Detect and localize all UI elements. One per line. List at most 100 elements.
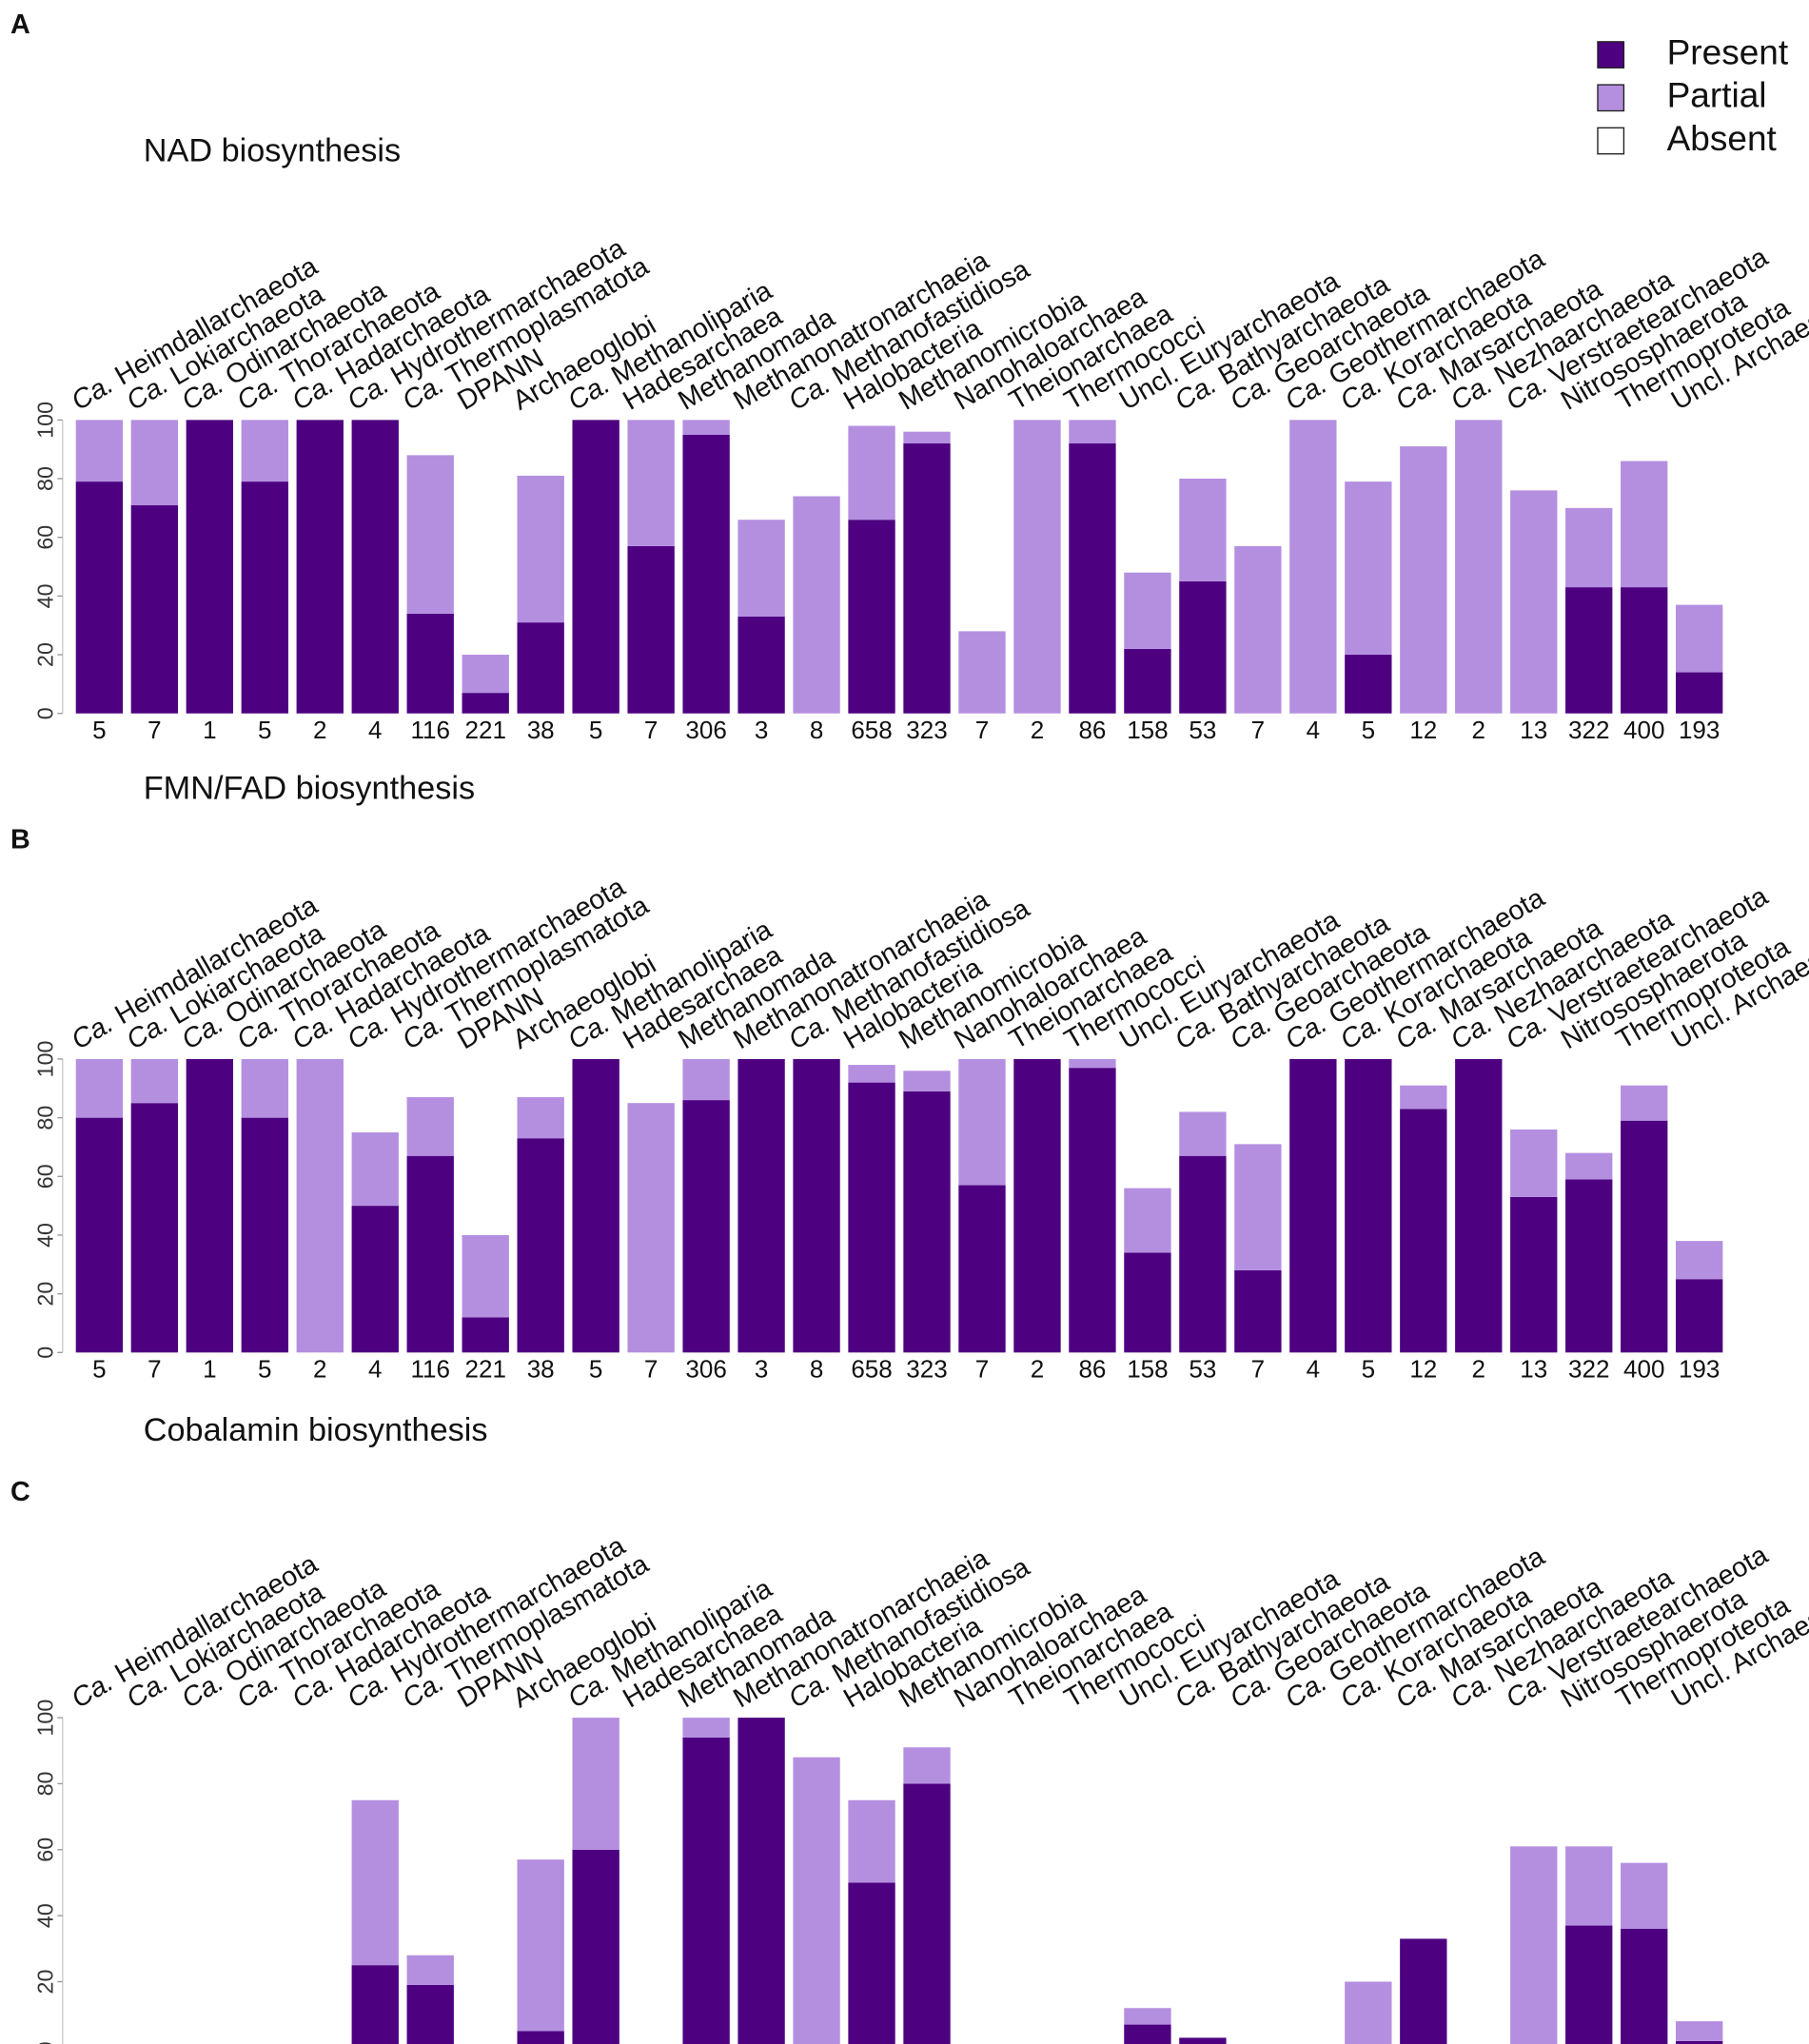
- y-tick-label: 60: [32, 1164, 57, 1189]
- count-label: 38: [527, 1354, 555, 1383]
- bar-segment: [1621, 1120, 1668, 1353]
- count-label: 221: [464, 716, 505, 744]
- y-tick-label: 100: [32, 1700, 57, 1737]
- bar-segment: [1455, 1058, 1503, 1353]
- bar-segment: [1069, 1068, 1116, 1353]
- bar-segment: [1400, 1109, 1447, 1353]
- y-tick-label: 40: [32, 1903, 57, 1928]
- count-label: 322: [1568, 1354, 1609, 1383]
- bar-segment: [627, 545, 675, 714]
- bar-segment: [1621, 1929, 1668, 2044]
- bar-segment: [1124, 572, 1171, 649]
- bar-segment: [1455, 420, 1503, 714]
- bar-segment: [1676, 2040, 1723, 2044]
- panel-label: B: [10, 825, 30, 855]
- count-label: 400: [1623, 1354, 1664, 1383]
- bar-segment: [848, 1082, 895, 1353]
- bar-segment: [130, 504, 179, 714]
- bar-segment: [793, 496, 840, 714]
- count-label: 5: [1362, 1354, 1375, 1383]
- count-label: 306: [685, 716, 726, 744]
- count-label: 1: [203, 1354, 216, 1383]
- y-tick-label: 80: [32, 1106, 57, 1130]
- count-label: 400: [1623, 716, 1664, 744]
- bar-segment: [1124, 648, 1171, 714]
- count-label: 5: [258, 1354, 271, 1383]
- bar-segment: [1400, 446, 1447, 714]
- bar-segment: [517, 2031, 564, 2044]
- count-label: 38: [527, 716, 555, 744]
- bar-segment: [793, 1058, 840, 1353]
- bar-segment: [517, 1859, 564, 2032]
- legend-label: Present: [1667, 32, 1789, 71]
- bar-segment: [737, 1058, 785, 1353]
- bar-segment: [296, 420, 344, 714]
- bar-segment: [351, 1206, 399, 1353]
- bar-segment: [130, 420, 179, 505]
- count-label: 158: [1127, 1354, 1168, 1383]
- bar-segment: [1124, 1188, 1171, 1253]
- bar-segment: [1179, 1155, 1227, 1353]
- bar-segment: [1676, 1279, 1723, 1353]
- bar-segment: [1124, 1252, 1171, 1353]
- bar-segment: [1069, 420, 1116, 444]
- bar-segment: [572, 1718, 619, 1850]
- bar-segment: [572, 420, 619, 714]
- y-tick-label: 100: [32, 1040, 57, 1077]
- count-label: 3: [755, 1354, 768, 1383]
- legend-label: Absent: [1667, 119, 1778, 158]
- bar-segment: [627, 420, 675, 546]
- bar-segment: [682, 1058, 730, 1101]
- count-label: 116: [410, 716, 450, 744]
- y-tick-label: 0: [32, 1346, 57, 1359]
- bar-segment: [462, 1317, 509, 1353]
- bar-segment: [186, 420, 233, 714]
- bar-segment: [627, 1103, 675, 1353]
- bar-segment: [903, 1783, 951, 2044]
- count-label: 323: [906, 716, 947, 744]
- chart-title: FMN/FAD biosynthesis: [144, 771, 475, 807]
- count-label: 7: [147, 1354, 161, 1383]
- count-label: 13: [1520, 716, 1547, 744]
- bar-segment: [1621, 461, 1668, 588]
- bar-segment: [737, 616, 785, 714]
- count-label: 193: [1679, 716, 1720, 744]
- bar-segment: [1345, 1058, 1392, 1353]
- bar-segment: [1510, 1129, 1558, 1197]
- bar-segment: [1565, 587, 1613, 714]
- legend-swatch: [1597, 41, 1625, 69]
- bar-segment: [351, 1799, 399, 1966]
- bar-segment: [351, 1965, 399, 2044]
- count-label: 1: [203, 716, 216, 744]
- bar-segment: [1676, 2021, 1723, 2041]
- count-label: 8: [810, 1354, 823, 1383]
- bar-segment: [682, 1737, 730, 2044]
- count-label: 7: [975, 716, 989, 744]
- bar-segment: [1621, 1085, 1668, 1121]
- bar-segment: [241, 420, 288, 482]
- bar-segment: [1289, 420, 1337, 714]
- count-label: 5: [1362, 716, 1375, 744]
- count-label: 116: [410, 1354, 450, 1383]
- bar-segment: [1565, 1152, 1613, 1180]
- bar-segment: [903, 1071, 951, 1091]
- y-tick-label: 40: [32, 1223, 57, 1248]
- bar-segment: [903, 1747, 951, 1784]
- count-label: 7: [644, 1354, 658, 1383]
- bar-segment: [572, 1058, 619, 1353]
- bar-segment: [1179, 580, 1227, 714]
- bar-segment: [1234, 1269, 1282, 1353]
- bar-segment: [848, 1065, 895, 1083]
- count-label: 193: [1679, 1354, 1720, 1383]
- bar-segment: [1234, 545, 1282, 714]
- bar-segment: [406, 1097, 454, 1156]
- count-label: 7: [147, 716, 161, 744]
- bar-segment: [1069, 1058, 1116, 1069]
- count-label: 2: [1472, 716, 1485, 744]
- bar-segment: [1013, 420, 1061, 714]
- bar-segment: [1510, 1846, 1558, 2044]
- bar-segment: [241, 1117, 288, 1353]
- bar-segment: [351, 420, 399, 714]
- bar-segment: [1289, 1058, 1337, 1353]
